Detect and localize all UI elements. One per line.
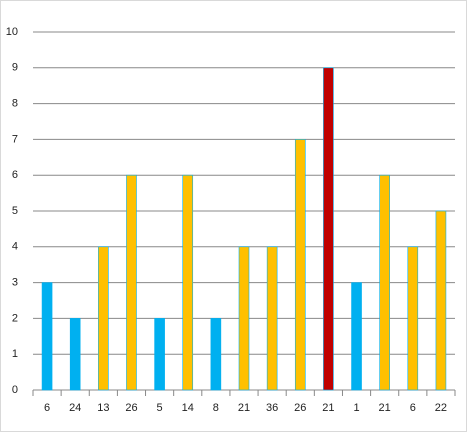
- x-tick-label: 14: [182, 402, 194, 414]
- bar: [379, 174, 390, 391]
- x-tick-label: 21: [238, 402, 250, 414]
- x-tick-label: 6: [410, 402, 416, 414]
- bar: [126, 174, 137, 391]
- bar: [266, 246, 278, 391]
- bar: [69, 318, 81, 391]
- y-tick-label: 5: [12, 205, 18, 217]
- x-tick-label: 22: [435, 402, 447, 414]
- x-tick-label: 26: [294, 402, 306, 414]
- bar: [41, 282, 53, 391]
- x-tick-label: 5: [157, 402, 163, 414]
- bar: [435, 210, 447, 391]
- y-tick-label: 4: [12, 241, 18, 253]
- y-tick-label: 7: [12, 133, 18, 145]
- x-tick-label: 36: [266, 402, 278, 414]
- y-tick-label: 1: [12, 348, 18, 360]
- x-tick-label: 8: [213, 402, 219, 414]
- y-tick-label: 0: [12, 384, 18, 396]
- y-tick-label: 2: [12, 312, 18, 324]
- x-tick-label: 26: [125, 402, 137, 414]
- y-tick-label: 6: [12, 169, 18, 181]
- y-tick-label: 3: [12, 277, 18, 289]
- bar: [210, 318, 222, 391]
- bar: [182, 174, 194, 391]
- x-tick-label: 21: [379, 402, 391, 414]
- x-tick-label: 24: [69, 402, 81, 414]
- bar: [98, 246, 109, 391]
- y-tick-label: 9: [12, 62, 18, 74]
- bar: [294, 139, 306, 391]
- bar: [323, 67, 334, 391]
- x-tick-label: 1: [353, 402, 359, 414]
- bar: [407, 246, 419, 391]
- y-tick-label: 8: [12, 98, 18, 110]
- bar: [154, 318, 165, 391]
- bar: [351, 282, 362, 391]
- x-tick-label: 6: [44, 402, 50, 414]
- y-tick-label: 10: [6, 26, 18, 38]
- x-tick-label: 21: [322, 402, 334, 414]
- bar: [238, 246, 250, 391]
- x-tick-label: 13: [97, 402, 109, 414]
